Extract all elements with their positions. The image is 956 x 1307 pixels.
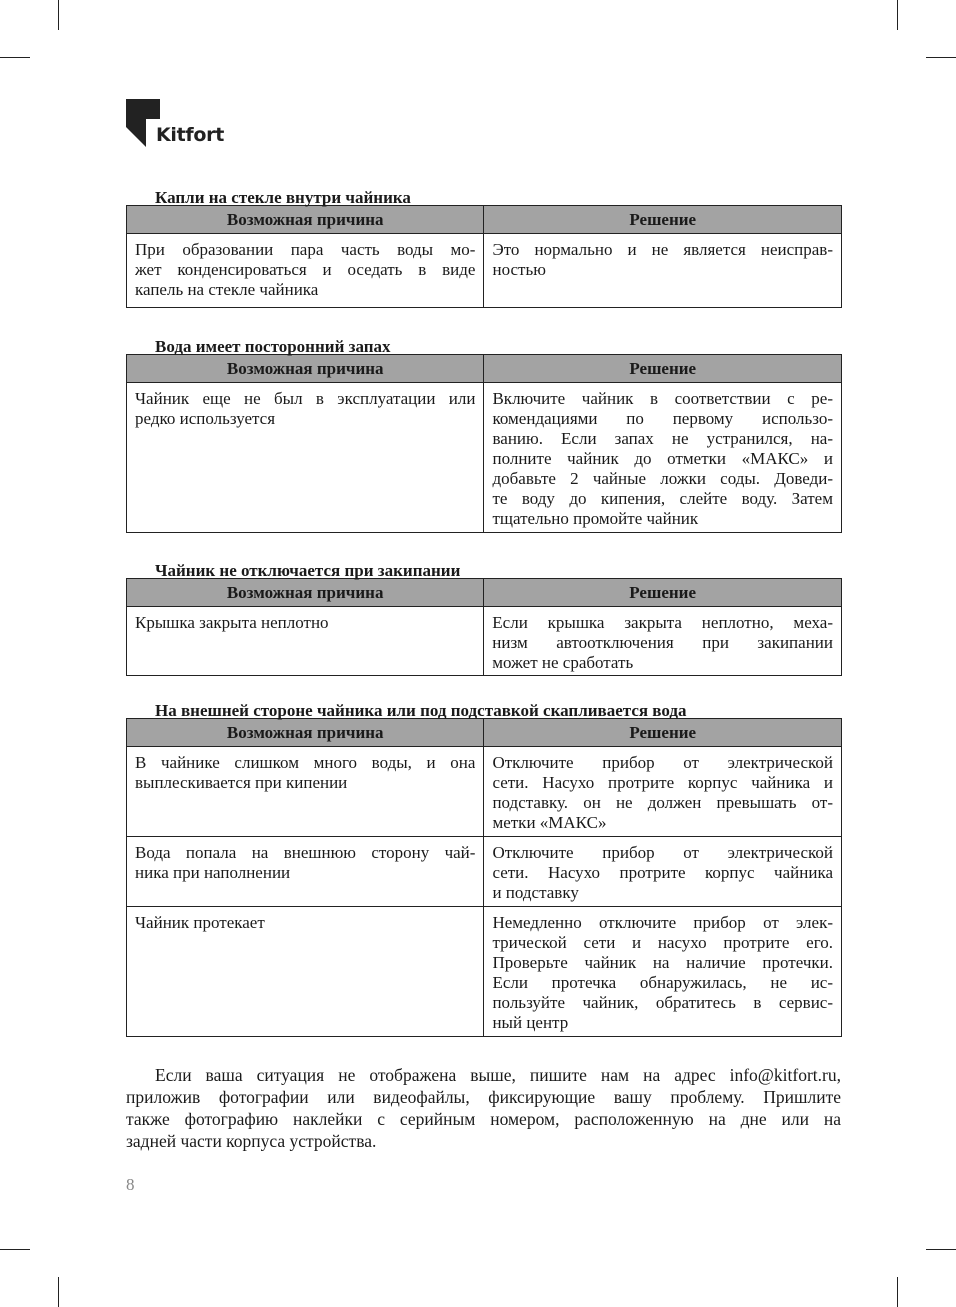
text-line: тщательно промойте чайник [492,509,699,528]
solution-cell: Отключите прибор от электрической сети. Н… [483,836,842,907]
table-row: В чайнике слишком много воды, и она выпле… [125,746,842,837]
text-line: трической сети и насухо протрите его. [492,933,833,952]
text-line: полните чайник до отметки «МАКС» и [492,449,833,468]
cause-cell: Чайник протекает [125,906,485,1037]
cause-cell: Чайник еще не был в эксплуатации или редк… [125,382,485,533]
table-row: Чайник протекает Немедленно отключите при… [125,906,842,1037]
text-line: подставку. он не должен превышать от- [492,793,833,812]
text-line: Вода попала на внешнюю сторону чай- [135,843,476,862]
table-row: При образовании пара часть воды мо-жет к… [125,233,842,308]
solution-cell: Если крышка закрыта неплотно, меха-низм … [483,606,842,676]
text-line: добавьте 2 чайные ложки соды. Доведи- [492,469,833,488]
table-row: Чайник еще не был в эксплуатации или редк… [125,382,842,533]
text-line: ника при наполнении [135,863,291,882]
solution-cell: Немедленно отключите прибор от элек-трич… [483,906,842,1037]
solution-cell: Включите чайник в соответствии с ре-коме… [483,382,842,533]
crop-mark [0,57,30,58]
section-title: На внешней стороне чайника или под подст… [155,701,687,720]
crop-mark [897,0,898,30]
troubleshooting-section: На внешней стороне чайника или под подст… [125,701,842,1037]
troubleshooting-table: Возможная причина Решение При образовании … [125,205,842,308]
text-line: может не сработать [492,653,634,672]
text-line: Чайник еще не был в эксплуатации или [135,389,476,408]
text-line: В чайнике слишком много воды, и она [135,753,476,772]
text-line: капель на стекле чайника [135,280,319,299]
text-line: ванию. Если запах не устранился, на- [492,429,833,448]
text-line: метки «МАКС» [492,813,607,832]
text-line: Крышка закрыта неплотно [135,613,329,632]
cause-cell: Вода попала на внешнюю сторону чай-ника … [125,836,485,907]
text-line: пользуйте чайник, обратитесь в сервис- [492,993,833,1012]
solution-cell: Отключите прибор от электрической сети. Н… [483,746,842,837]
text-line: сети. Насухо протрите корпус чайника [492,863,833,882]
column-header: Возможная причина [125,718,485,747]
text-line: Проверьте чайник на наличие протечки. [492,953,833,972]
solution-cell: Это нормально и не является неисправ-нос… [483,233,842,308]
column-header: Возможная причина [125,205,485,234]
troubleshooting-section: Капли на стекле внутри чайника Возможная … [125,188,842,308]
table-row: Вода попала на внешнюю сторону чай-ника … [125,836,842,907]
crop-mark [897,1277,898,1307]
page-number: 8 [126,1175,135,1194]
cause-cell: В чайнике слишком много воды, и она выпле… [125,746,485,837]
text-line: ный центр [492,1013,569,1032]
text-line: те воду до кипения, слейте воду. Затем [492,489,833,508]
section-title: Чайник не отключается при закипании [155,561,461,580]
section-title: Капли на стекле внутри чайника [155,188,411,207]
column-header: Решение [483,718,842,747]
troubleshooting-section: Вода имеет посторонний запах Возможная пр… [125,337,842,533]
text-line: комендациями по первому использо- [492,409,833,428]
crop-mark [58,0,59,30]
text-line: сети. Насухо протрите корпус чайника и [492,773,833,792]
text-line: При образовании пара часть воды мо- [135,240,476,259]
text-line: Отключите прибор от электрической [492,843,833,862]
text-line: жет конденсироваться и оседать в виде [135,260,476,279]
column-header: Решение [483,578,842,607]
text-line: Включите чайник в соответствии с ре- [492,389,833,408]
column-header: Возможная причина [125,578,485,607]
text-line: Если протечка обнаружилась, не ис- [492,973,833,992]
text-line: также фотографию наклейки с серийным ном… [126,1109,841,1129]
column-header: Решение [483,205,842,234]
crop-mark [0,1249,30,1250]
text-line: Если крышка закрыта неплотно, меха- [492,613,833,632]
table-row: Крышка закрыта неплотно Если крышка закры… [125,606,842,676]
troubleshooting-table: Возможная причина Решение Чайник еще не бы… [125,354,842,533]
text-line: и подставку [492,883,579,902]
text-line: низм автоотключения при закипании [492,633,833,652]
crop-mark [58,1277,59,1307]
text-line: Чайник протекает [135,913,265,932]
text-line: ностью [492,260,546,279]
brand-name: Kitfort [156,124,224,146]
troubleshooting-table: Возможная причина Решение В чайнике слишко… [125,718,842,1037]
text-line: Если ваша ситуация не отображена выше, п… [155,1065,841,1085]
troubleshooting-table: Возможная причина Решение Крышка закрыта н… [125,578,842,676]
text-line: приложив фотографии или видеофайлы, фикс… [126,1087,841,1107]
text-line: Это нормально и не является неисправ- [492,240,833,259]
cause-cell: При образовании пара часть воды мо-жет к… [125,233,485,308]
text-line: выплескивается при кипении [135,773,348,792]
text-line: Отключите прибор от электрической [492,753,833,772]
crop-mark [926,1249,956,1250]
text-line: редко используется [135,409,276,428]
column-header: Решение [483,354,842,383]
contact-paragraph: Если ваша ситуация не отображена выше, п… [126,1064,841,1152]
column-header: Возможная причина [125,354,485,383]
text-line: Немедленно отключите прибор от элек- [492,913,833,932]
text-line: задней части корпуса устройства. [126,1131,377,1151]
kitfort-logo-icon [126,99,160,147]
troubleshooting-section: Чайник не отключается при закипании Возмо… [125,561,842,676]
cause-cell: Крышка закрыта неплотно [125,606,485,676]
crop-mark [926,57,956,58]
section-title: Вода имеет посторонний запах [155,337,391,356]
